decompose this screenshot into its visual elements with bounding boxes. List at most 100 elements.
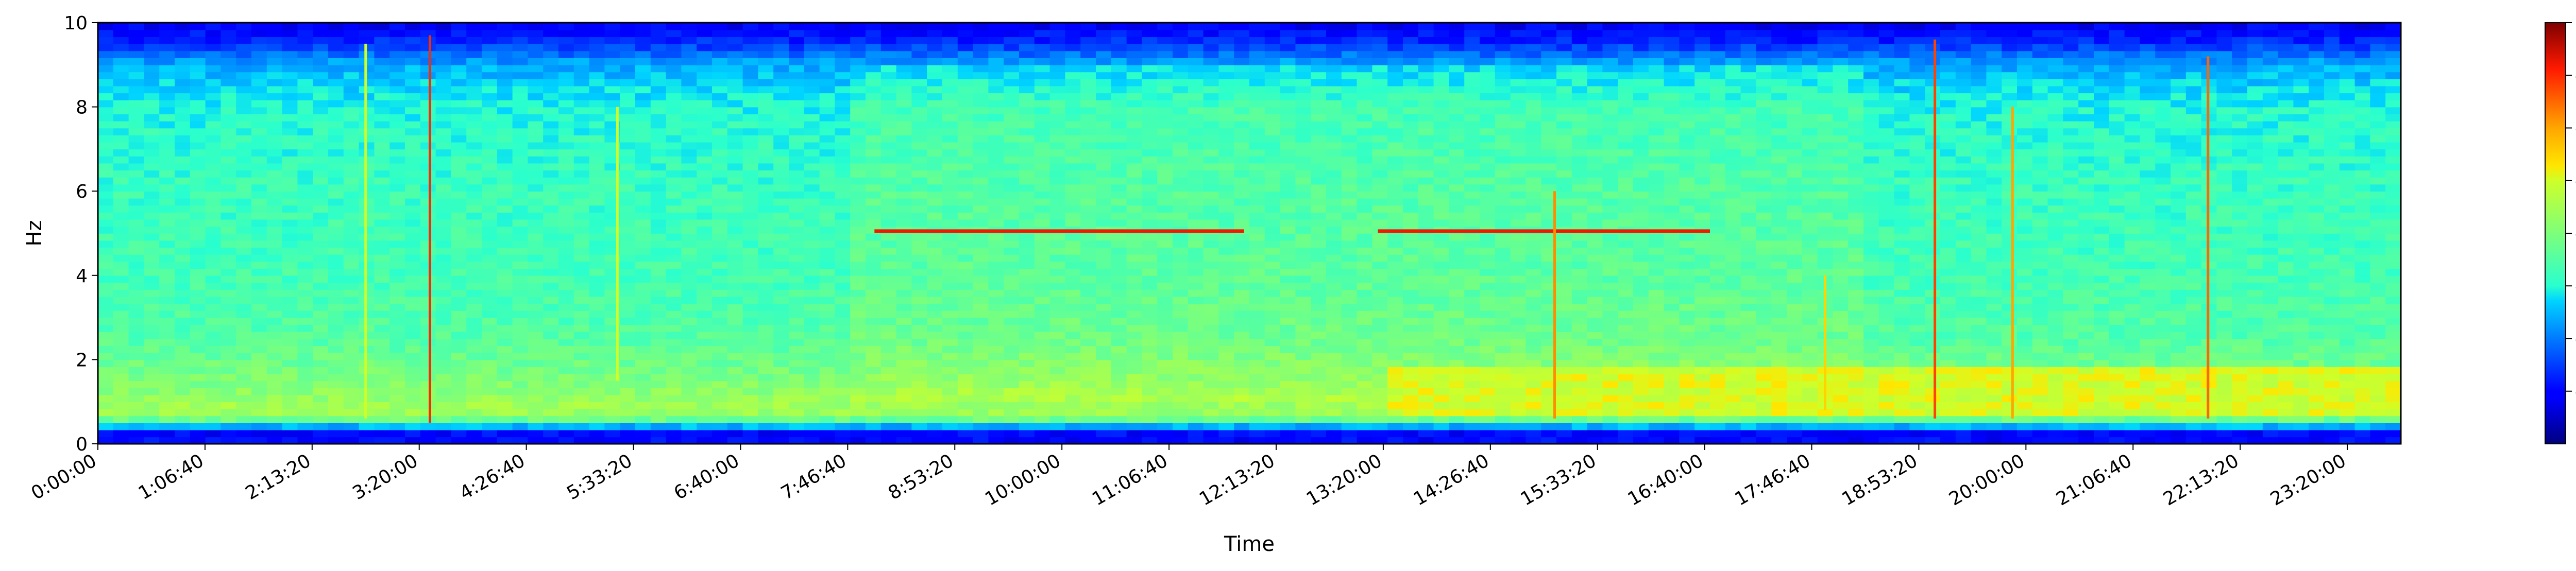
heatmap-cell: [727, 310, 743, 318]
heatmap-cell: [1510, 437, 1527, 444]
heatmap-cell: [620, 296, 636, 304]
heatmap-cell: [343, 331, 360, 339]
heatmap-cell: [835, 212, 851, 220]
heatmap-cell: [573, 310, 590, 318]
heatmap-cell: [911, 282, 927, 290]
heatmap-cell: [2370, 345, 2386, 353]
heatmap-cell: [1802, 212, 1818, 220]
heatmap-cell: [1833, 394, 1849, 402]
heatmap-cell: [1249, 352, 1265, 360]
heatmap-cell: [1756, 429, 1772, 438]
heatmap-cell: [282, 275, 298, 283]
heatmap-cell: [1756, 352, 1772, 360]
heatmap-cell: [1111, 331, 1127, 339]
heatmap-cell: [236, 416, 252, 423]
heatmap-cell: [466, 275, 482, 283]
heatmap-cell: [389, 247, 405, 255]
heatmap-cell: [2185, 261, 2202, 269]
heatmap-cell: [1664, 310, 1680, 318]
heatmap-cell: [466, 219, 482, 227]
heatmap-cell: [236, 275, 252, 283]
heatmap-cell: [1833, 373, 1849, 382]
heatmap-cell: [2247, 367, 2263, 374]
heatmap-cell: [758, 226, 774, 234]
heatmap-cell: [1357, 296, 1373, 304]
heatmap-cell: [927, 303, 943, 311]
heatmap-cell: [1602, 303, 1618, 311]
heatmap-cell: [205, 310, 222, 318]
heatmap-cell: [2140, 296, 2156, 304]
heatmap-cell: [604, 423, 620, 430]
heatmap-cell: [558, 282, 574, 290]
heatmap-cell: [497, 352, 513, 360]
heatmap-cell: [2140, 226, 2156, 234]
heatmap-cell: [1556, 373, 1572, 382]
heatmap-cell: [681, 303, 697, 311]
heatmap-cell: [1372, 233, 1388, 241]
heatmap-cell: [1510, 310, 1527, 318]
heatmap-cell: [2047, 416, 2064, 423]
heatmap-cell: [282, 345, 298, 353]
heatmap-cell: [1295, 233, 1311, 241]
heatmap-cell: [1802, 387, 1818, 395]
heatmap-cell: [466, 289, 482, 297]
heatmap-cell: [1664, 402, 1680, 409]
heatmap-cell: [1725, 367, 1741, 374]
heatmap-cell: [1556, 324, 1572, 332]
heatmap-cell: [1940, 310, 1956, 318]
heatmap-cell: [835, 303, 851, 311]
heatmap-cell: [2124, 233, 2141, 241]
heatmap-cell: [1065, 212, 1081, 220]
heatmap-cell: [1587, 423, 1603, 430]
heatmap-cell: [697, 437, 713, 444]
heatmap-cell: [266, 233, 283, 241]
heatmap-cell: [1940, 233, 1956, 241]
heatmap-cell: [1234, 212, 1250, 220]
heatmap-cell: [2094, 303, 2110, 311]
heatmap-cell: [1372, 437, 1388, 444]
heatmap-cell: [1602, 268, 1618, 276]
heatmap-cell: [1510, 212, 1527, 220]
heatmap-cell: [98, 310, 114, 318]
heatmap-cell: [2094, 296, 2110, 304]
heatmap-cell: [266, 373, 283, 382]
heatmap-cell: [558, 219, 574, 227]
heatmap-cell: [389, 359, 405, 367]
heatmap-cell: [2339, 303, 2355, 311]
heatmap-cell: [1264, 367, 1281, 374]
heatmap-cell: [1863, 429, 1879, 438]
heatmap-cell: [866, 233, 882, 241]
heatmap-cell: [1848, 261, 1864, 269]
heatmap-cell: [1188, 317, 1204, 325]
heatmap-cell: [1188, 275, 1204, 283]
heatmap-cell: [2017, 261, 2033, 269]
heatmap-cell: [2309, 268, 2325, 276]
heatmap-cell: [1295, 359, 1311, 367]
heatmap-cell: [1710, 296, 1726, 304]
heatmap-cell: [1894, 212, 1910, 220]
heatmap-cell: [1694, 373, 1710, 382]
heatmap-cell: [2185, 387, 2202, 395]
heatmap-cell: [650, 345, 667, 353]
heatmap-cell: [773, 416, 789, 423]
heatmap-cell: [1311, 331, 1327, 339]
heatmap-cell: [2309, 254, 2325, 262]
heatmap-cell: [1173, 296, 1189, 304]
heatmap-cell: [573, 233, 590, 241]
heatmap-cell: [1480, 359, 1496, 367]
heatmap-cell: [1249, 261, 1265, 269]
heatmap-cell: [2309, 212, 2325, 220]
heatmap-cell: [1740, 324, 1757, 332]
heatmap-cell: [1725, 373, 1741, 382]
heatmap-cell: [175, 352, 191, 360]
heatmap-cell: [773, 205, 789, 213]
heatmap-cell: [635, 212, 651, 220]
heatmap-cell: [1495, 219, 1511, 227]
heatmap-cell: [911, 367, 927, 374]
heatmap-cell: [282, 296, 298, 304]
heatmap-cell: [1725, 359, 1741, 367]
heatmap-cell: [789, 373, 805, 382]
heatmap-cell: [451, 387, 467, 395]
heatmap-cell: [1694, 416, 1710, 423]
heatmap-cell: [1648, 240, 1665, 248]
